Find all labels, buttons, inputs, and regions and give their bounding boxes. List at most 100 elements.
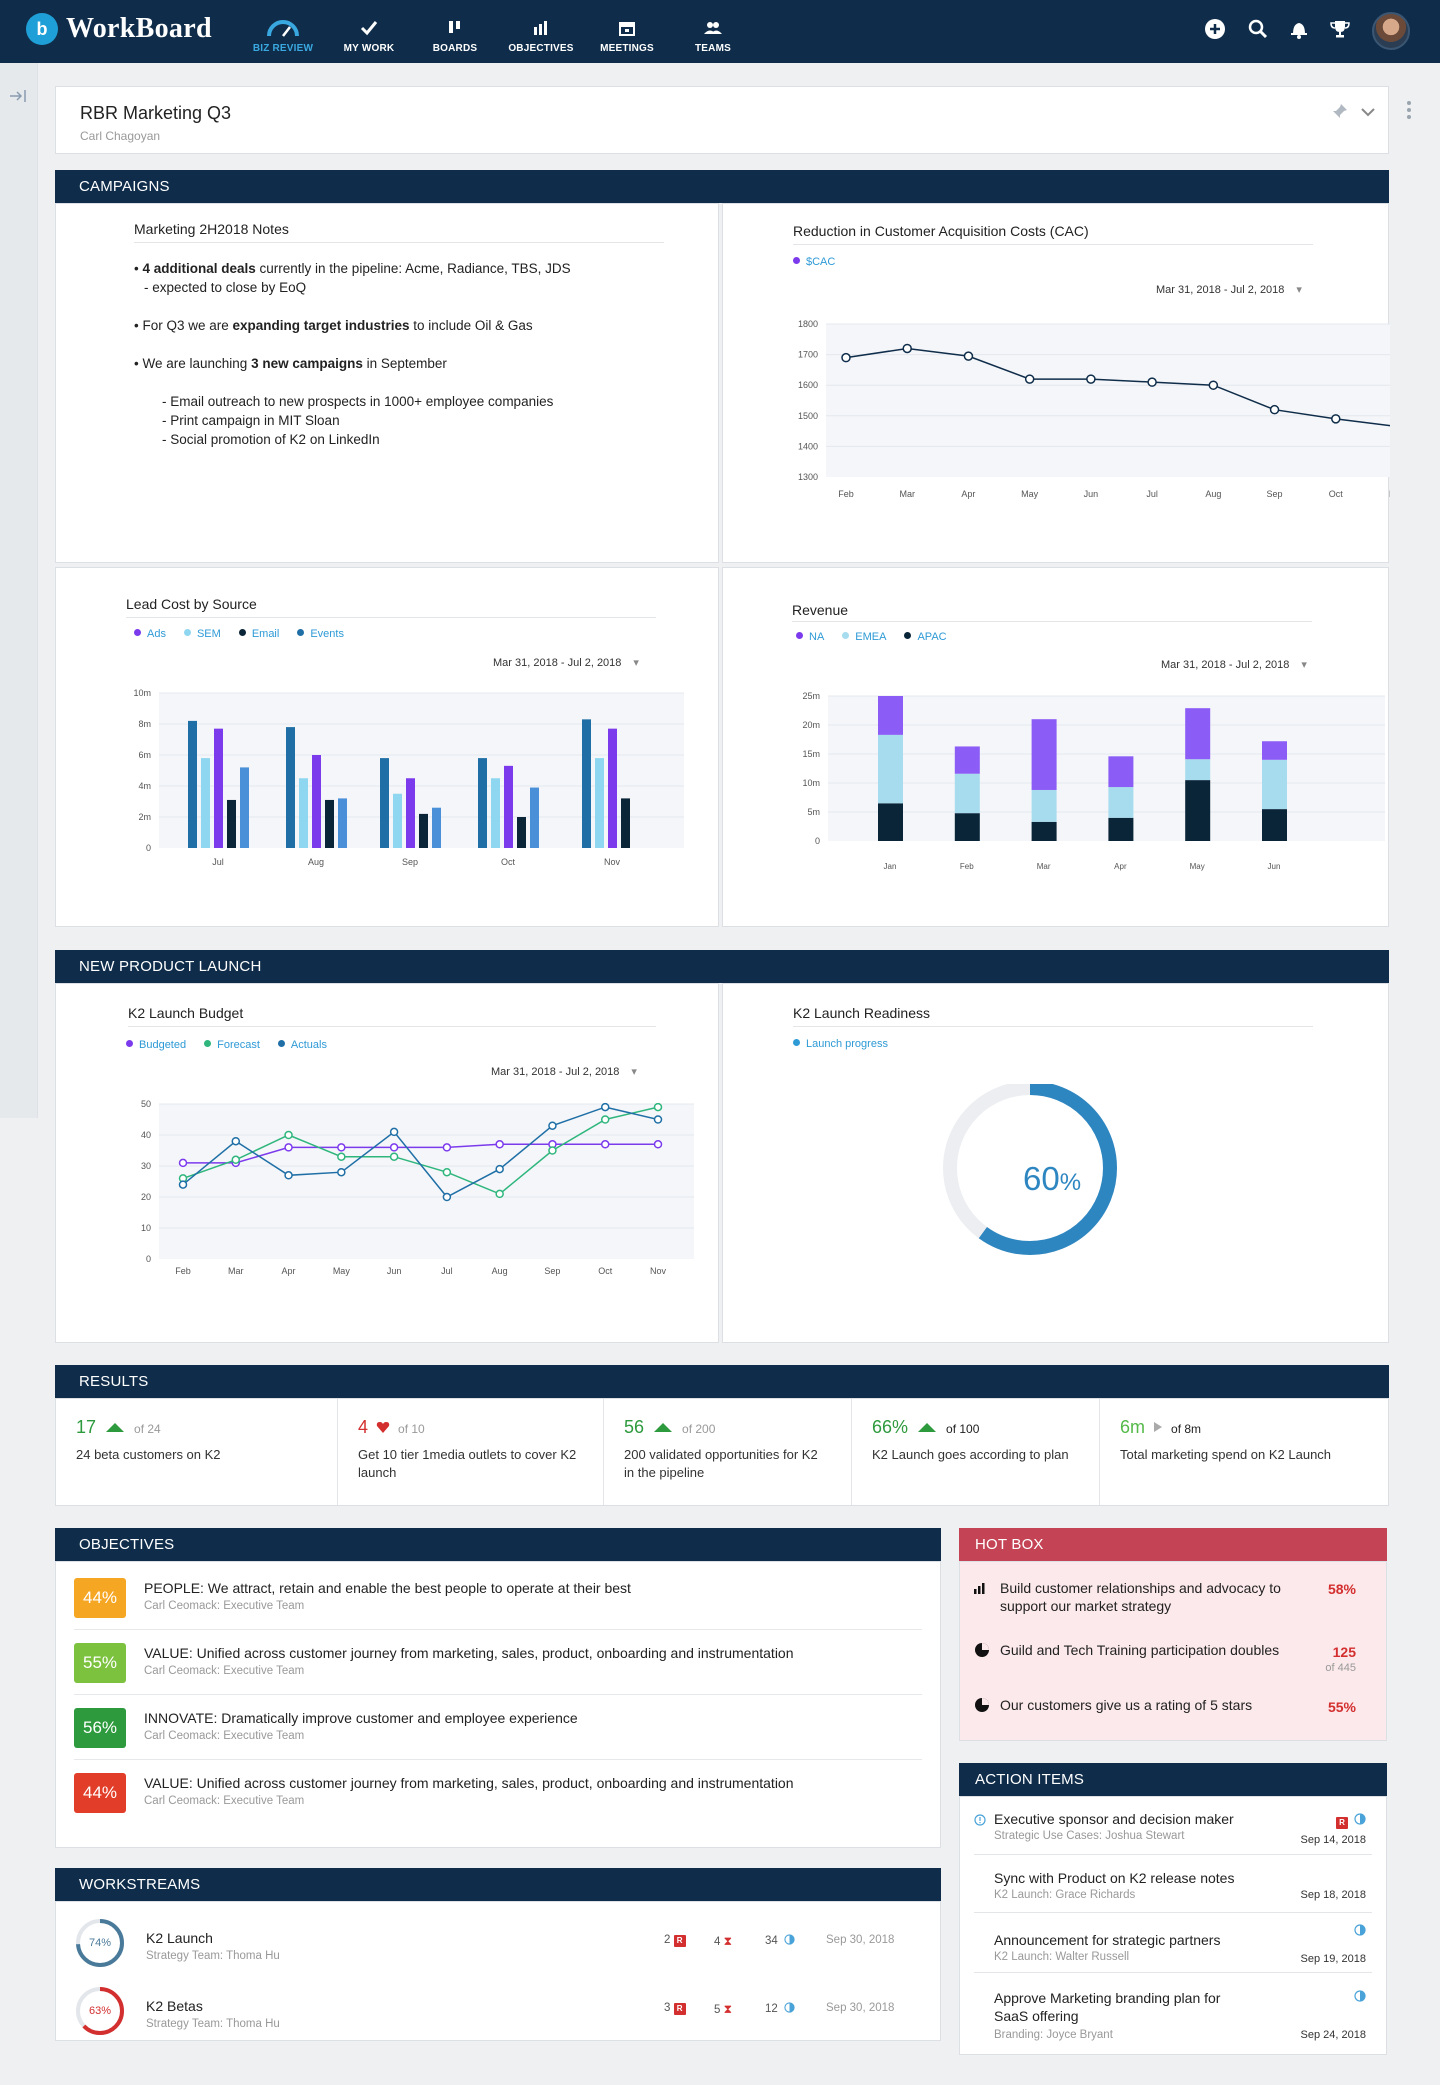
data-point: [1147, 377, 1157, 387]
objective-owner: Carl Ceomack: Executive Team: [144, 1665, 305, 1677]
legend-item-apac[interactable]: APAC: [904, 631, 947, 643]
date-range-picker[interactable]: Mar 31, 2018 - Jul 2, 2018 ▾: [493, 657, 639, 669]
plot-background: [159, 1104, 694, 1259]
x-tick-label: Feb: [960, 862, 974, 871]
data-point-actuals: [442, 1192, 452, 1202]
legend-item-ads[interactable]: Ads: [134, 628, 166, 640]
bar-segment-na: [1185, 708, 1211, 760]
x-tick-label: Feb: [838, 489, 854, 499]
legend-item-email[interactable]: Email: [238, 628, 279, 640]
result-item[interactable]: 6m of 8m Total marketing spend on K2 Launc…: [1100, 1399, 1390, 1505]
legend-item-actuals[interactable]: Actuals: [277, 1039, 327, 1051]
hotbox-item[interactable]: Guild and Tech Training participation do…: [974, 1642, 1356, 1682]
search-icon[interactable]: [1248, 19, 1268, 44]
workstream-date: Sep 30, 2018: [826, 1934, 895, 1946]
user-avatar[interactable]: [1372, 12, 1410, 50]
notes-title: Marketing 2H2018 Notes: [134, 221, 289, 237]
objective-row[interactable]: 55% VALUE: Unified across customer journe…: [74, 1631, 922, 1695]
workstream-team: Strategy Team: Thoma Hu: [146, 2018, 280, 2030]
y-tick-label: 0: [146, 843, 151, 853]
data-point-budgeted: [337, 1143, 346, 1152]
k2-readiness-card: K2 Launch Readiness Launch progress 60%: [722, 983, 1389, 1343]
more-options-icon[interactable]: [1406, 100, 1412, 125]
nav-biz-review[interactable]: BIZ REVIEW: [240, 0, 326, 63]
workboard-logo[interactable]: b WorkBoard: [26, 13, 212, 45]
result-item[interactable]: 66% of 100 K2 Launch goes according to pla…: [852, 1399, 1100, 1505]
data-point-forecast: [442, 1167, 452, 1177]
revenue-stacked-bar-chart: 25m 20m 15m 10m 5m 0 Jan Feb Mar Apr May Jun: [802, 691, 1385, 871]
y-tick-label: 6m: [138, 750, 151, 760]
bell-icon[interactable]: [1290, 19, 1308, 44]
legend-item-sem[interactable]: SEM: [183, 628, 221, 640]
trophy-icon[interactable]: [1330, 19, 1350, 44]
date-range-picker[interactable]: Mar 31, 2018 - Jul 2, 2018 ▾: [1161, 659, 1307, 671]
x-tick-label: Oct: [598, 1266, 613, 1276]
workstream-row[interactable]: 74% K2 Launch Strategy Team: Thoma Hu 2 R 4 …: [74, 1910, 922, 1976]
gauge-icon: [266, 17, 300, 39]
workstream-row[interactable]: 63% K2 Betas Strategy Team: Thoma Hu 3 R 5 ⧗…: [74, 1978, 922, 2044]
nav-my-work[interactable]: MY WORK: [326, 0, 412, 63]
action-item[interactable]: Announcement for strategic partners K2 L…: [974, 1915, 1372, 1973]
objectives-card: 44% PEOPLE: We attract, retain and enable…: [55, 1561, 941, 1848]
hotbox-item[interactable]: Our customers give us a rating of 5 star…: [974, 1697, 1356, 1721]
legend-item-forecast[interactable]: Forecast: [204, 1039, 260, 1051]
legend-item-cac[interactable]: $CAC: [793, 256, 835, 268]
readiness-unit: %: [1059, 1169, 1082, 1196]
bar-ads: [188, 720, 197, 848]
legend-item-budgeted[interactable]: Budgeted: [126, 1039, 186, 1051]
action-item-sub: Branding: Joyce Bryant: [994, 2029, 1113, 2041]
add-icon[interactable]: [1204, 18, 1226, 45]
nav-label: MEETINGS: [600, 43, 654, 54]
data-point: [1208, 380, 1219, 390]
bar-email: [419, 813, 428, 848]
action-item[interactable]: Executive sponsor and decision maker Str…: [974, 1797, 1372, 1855]
result-value: 17: [76, 1417, 97, 1437]
action-item[interactable]: Approve Marketing branding plan for SaaS…: [974, 1975, 1372, 2049]
legend-item-na[interactable]: NA: [796, 631, 824, 643]
divider: [793, 1026, 1313, 1027]
data-point: [963, 351, 974, 361]
x-tick-label: Jun: [1084, 489, 1099, 499]
chart-legend: NA EMEA APAC: [796, 631, 947, 643]
bar-email: [621, 798, 630, 848]
legend-item-launch-progress[interactable]: Launch progress: [793, 1038, 888, 1050]
trend-up-icon: [918, 1423, 937, 1432]
result-of: of 100: [946, 1422, 980, 1436]
workstream-overdue-count: 5 ⧗: [714, 2002, 733, 2016]
k2-budget-line-chart: 50 40 30 20 10 0 Feb Mar Apr May Jun Jul Aug Sep Oct No…: [141, 1099, 694, 1276]
readiness-number: 60: [1022, 1160, 1060, 1197]
legend-item-emea[interactable]: EMEA: [842, 631, 886, 643]
action-item[interactable]: Sync with Product on K2 release notes K2…: [974, 1857, 1372, 1913]
hotbox-item[interactable]: Build customer relationships and advocac…: [974, 1579, 1356, 1619]
objective-row[interactable]: 44% PEOPLE: We attract, retain and enable…: [74, 1566, 922, 1630]
chevron-down-icon: ▾: [1301, 659, 1307, 671]
bar-ads: [286, 727, 295, 848]
nav-teams[interactable]: TEAMS: [670, 0, 756, 63]
result-item[interactable]: 56 of 200 200 validated opportunities for …: [604, 1399, 852, 1505]
expand-sidebar-icon[interactable]: [9, 89, 27, 108]
objective-row[interactable]: 56% INNOVATE: Dramatically improve custom…: [74, 1696, 922, 1760]
result-desc: Total marketing spend on K2 Launch: [1120, 1447, 1332, 1462]
nav-boards[interactable]: BOARDS: [412, 0, 498, 63]
y-tick-label: 10: [141, 1223, 151, 1233]
data-point-actuals: [231, 1136, 241, 1146]
bar-events: [338, 798, 347, 848]
workstream-progress-ring: [76, 1919, 124, 1967]
collapse-chevron-icon[interactable]: [1360, 105, 1376, 123]
bar-segment-apac: [1185, 780, 1211, 841]
result-item[interactable]: 17 of 24 24 beta customers on K2: [56, 1399, 338, 1505]
y-tick-label: 15m: [802, 749, 820, 759]
date-range-picker[interactable]: Mar 31, 2018 - Jul 2, 2018 ▾: [491, 1066, 637, 1078]
result-item[interactable]: 4 of 10 Get 10 tier 1media outlets to cove…: [338, 1399, 604, 1505]
pin-icon[interactable]: [1332, 103, 1348, 124]
bar-segment-na: [1262, 741, 1287, 760]
nav-meetings[interactable]: MEETINGS: [584, 0, 670, 63]
workboard-logo-icon: b: [26, 13, 58, 45]
result-of: of 200: [682, 1422, 716, 1436]
lead-cost-chart-card: Lead Cost by Source Ads SEM Email Events…: [55, 567, 719, 927]
nav-objectives[interactable]: OBJECTIVES: [498, 0, 584, 63]
date-range-picker[interactable]: Mar 31, 2018 - Jul 2, 2018 ▾: [1156, 284, 1302, 296]
legend-item-events[interactable]: Events: [297, 628, 344, 640]
chart-title: Revenue: [792, 602, 849, 618]
objective-row[interactable]: 44% VALUE: Unified across customer journe…: [74, 1761, 922, 1825]
